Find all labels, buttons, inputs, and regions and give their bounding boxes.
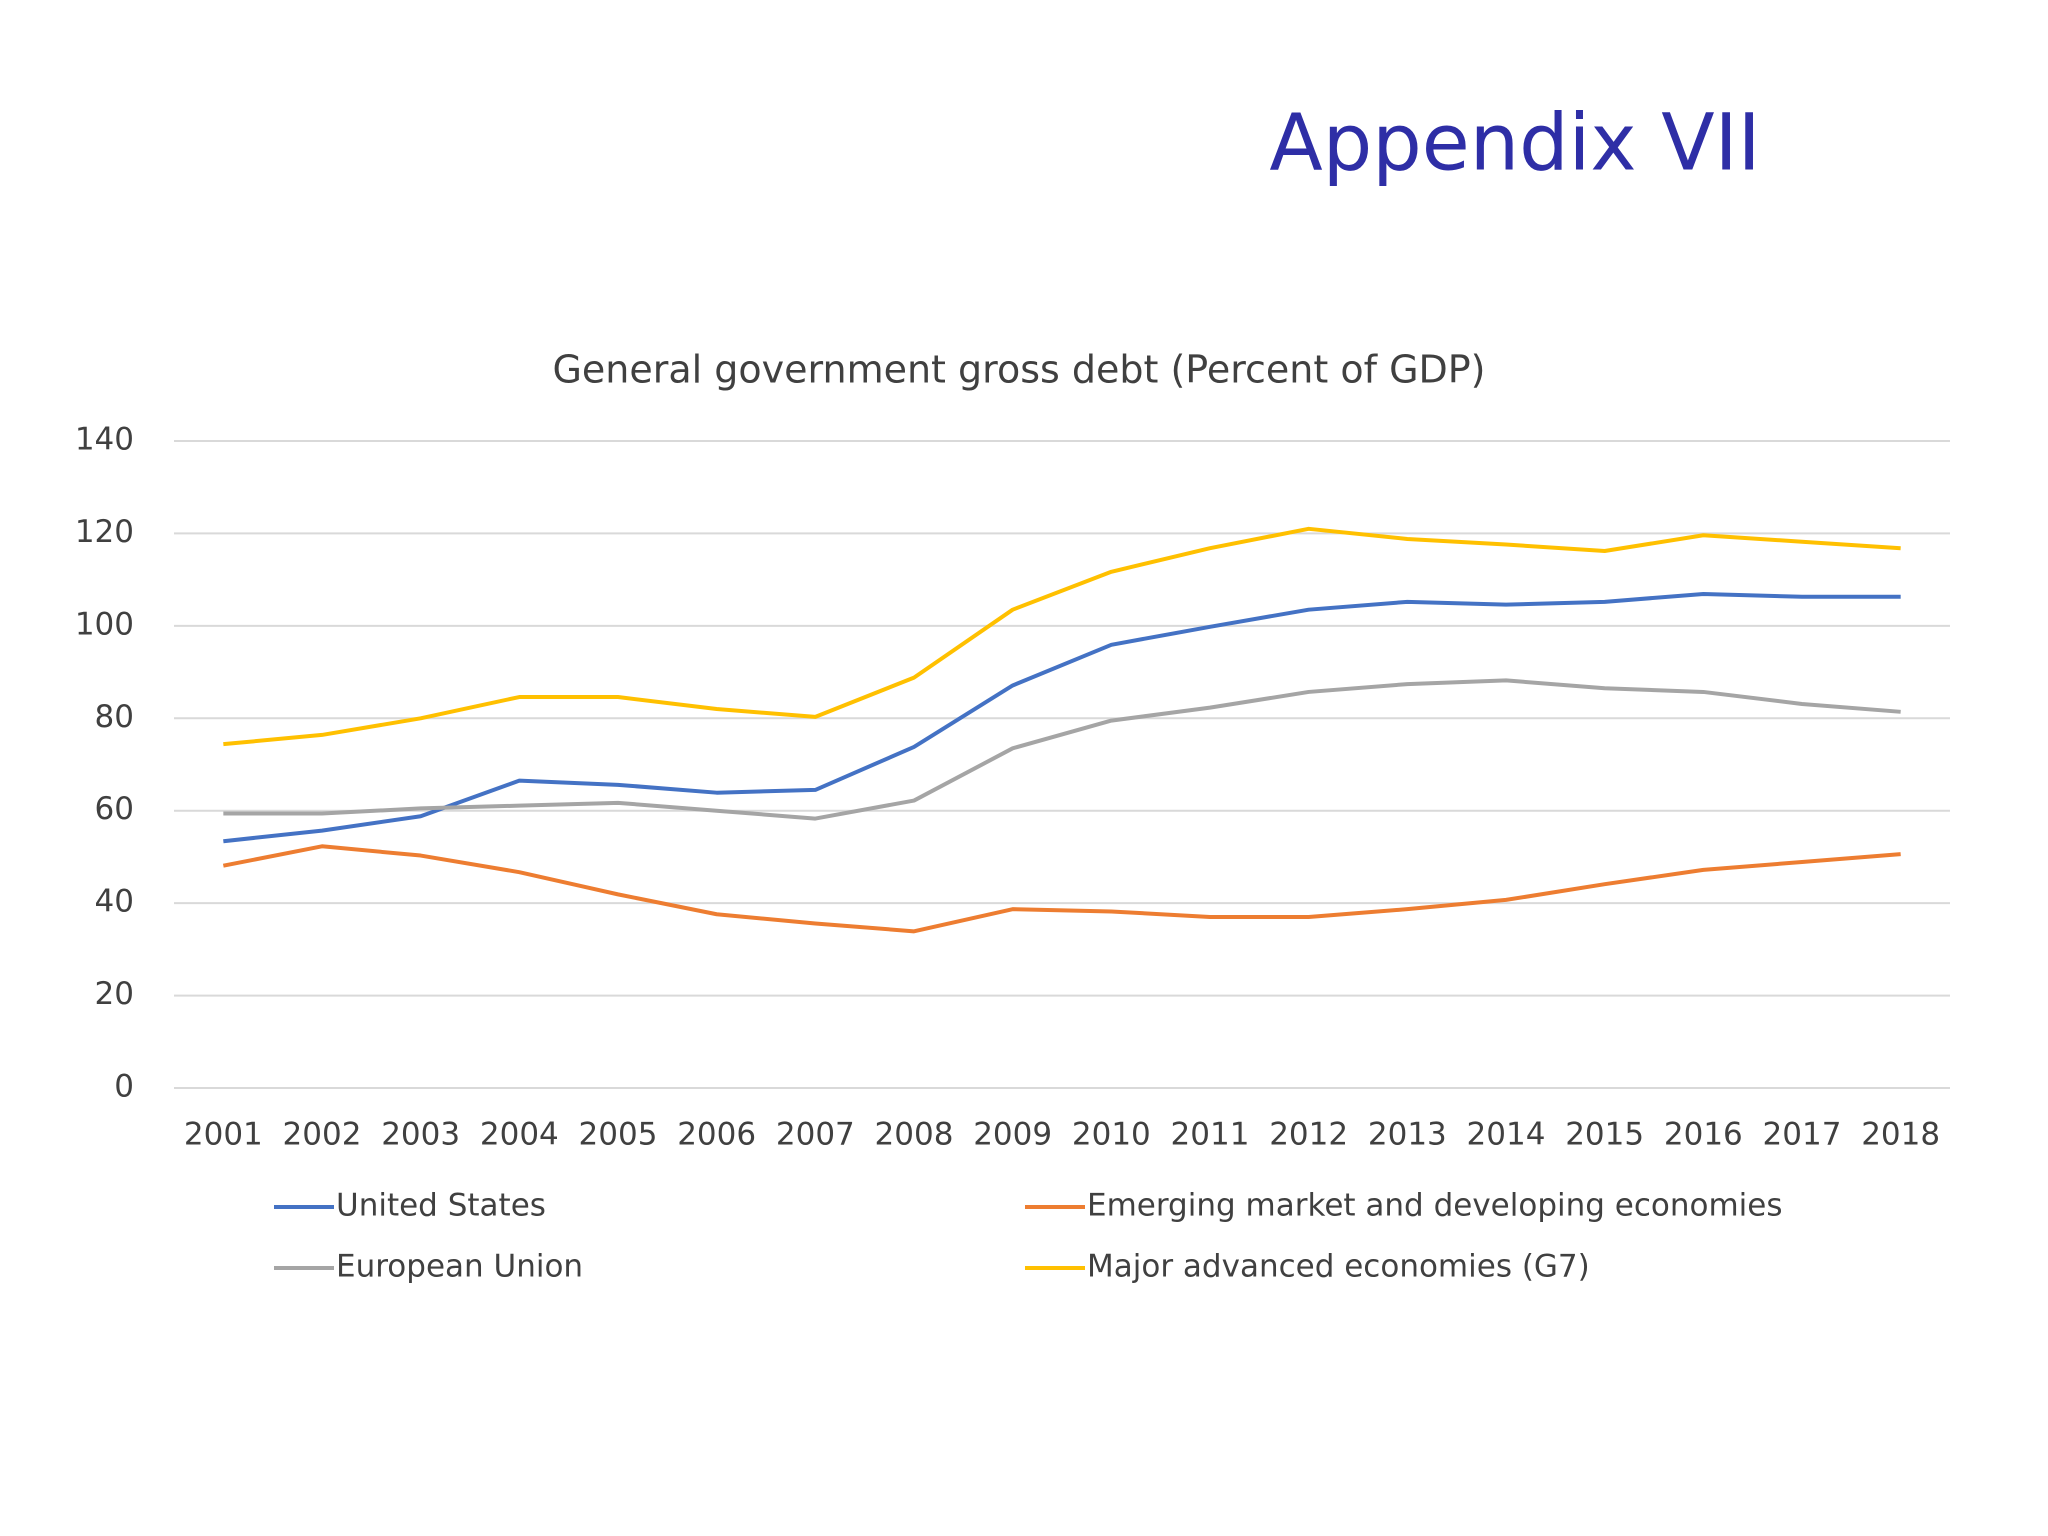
x-tick-label: 2010 bbox=[1072, 1117, 1151, 1153]
x-tick-label: 2003 bbox=[381, 1117, 460, 1153]
legend-label: Emerging market and developing economies bbox=[1087, 1188, 1783, 1224]
x-tick-label: 2012 bbox=[1269, 1117, 1348, 1153]
y-tick-label: 20 bbox=[95, 976, 134, 1012]
x-tick-label: 2009 bbox=[973, 1117, 1052, 1153]
legend-label: United States bbox=[336, 1188, 546, 1224]
x-tick-label: 2014 bbox=[1467, 1117, 1546, 1153]
y-tick-label: 80 bbox=[95, 699, 134, 735]
y-tick-label: 0 bbox=[114, 1069, 134, 1105]
legend-label: European Union bbox=[336, 1249, 583, 1285]
x-tick-label: 2006 bbox=[677, 1117, 756, 1153]
series-line bbox=[222, 844, 1901, 934]
series-line bbox=[223, 678, 1901, 821]
x-tick-label: 2016 bbox=[1664, 1117, 1743, 1153]
chart-title: General government gross debt (Percent o… bbox=[552, 348, 1485, 392]
x-tick-label: 2001 bbox=[184, 1117, 263, 1153]
x-tick-label: 2013 bbox=[1368, 1117, 1447, 1153]
y-tick-label: 60 bbox=[95, 791, 134, 827]
x-tick-label: 2015 bbox=[1565, 1117, 1644, 1153]
x-tick-label: 2005 bbox=[579, 1117, 658, 1153]
y-tick-label: 140 bbox=[75, 422, 134, 458]
series-line bbox=[223, 591, 1901, 844]
slide-title: Appendix VII bbox=[1269, 98, 1760, 188]
x-tick-label: 2011 bbox=[1171, 1117, 1250, 1153]
x-tick-label: 2018 bbox=[1861, 1117, 1940, 1153]
x-tick-label: 2017 bbox=[1763, 1117, 1842, 1153]
x-tick-label: 2002 bbox=[283, 1117, 362, 1153]
series-line bbox=[223, 526, 1901, 747]
x-tick-label: 2004 bbox=[480, 1117, 559, 1153]
y-tick-label: 100 bbox=[75, 606, 134, 642]
y-tick-label: 120 bbox=[75, 514, 134, 550]
x-tick-label: 2008 bbox=[875, 1117, 954, 1153]
legend-label: Major advanced economies (G7) bbox=[1087, 1249, 1590, 1285]
x-tick-label: 2007 bbox=[776, 1117, 855, 1153]
y-tick-label: 40 bbox=[95, 884, 134, 920]
